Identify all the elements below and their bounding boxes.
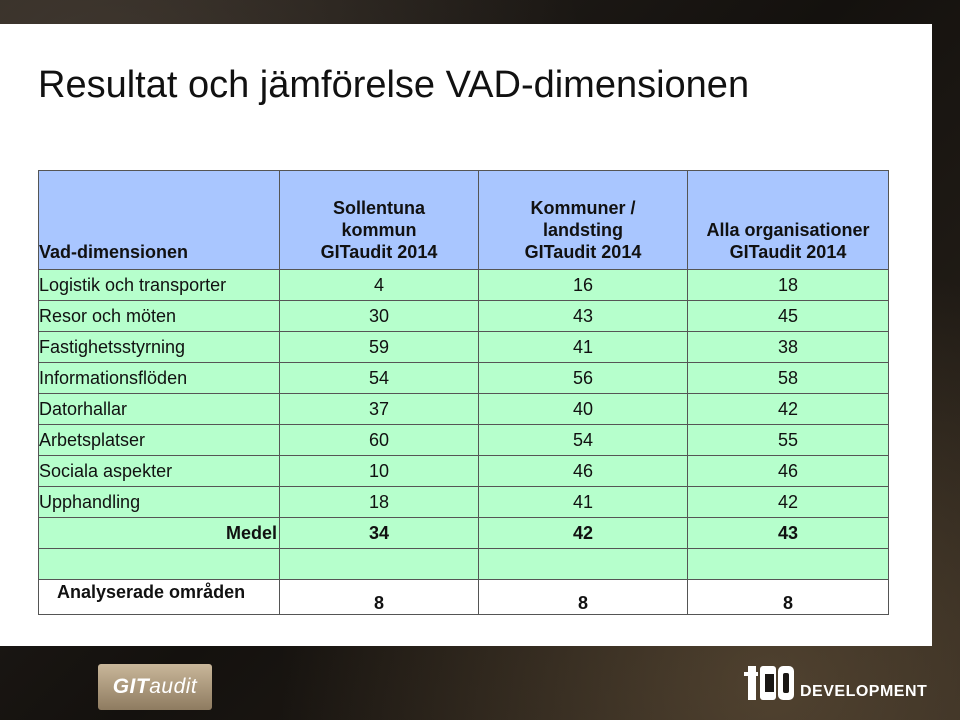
cell-kommuner: 41 — [478, 331, 688, 363]
cell-sollentuna: 4 — [279, 269, 479, 301]
cell-alla: 38 — [687, 331, 889, 363]
table-row: Informationsflöden 54 56 58 — [38, 362, 889, 394]
cell-sollentuna: 10 — [279, 455, 479, 487]
cell-sollentuna: 18 — [279, 486, 479, 518]
cell-kommuner: 46 — [478, 455, 688, 487]
slide-title: Resultat och jämförelse VAD-dimensionen — [38, 64, 750, 106]
tco-logo-icon — [744, 666, 794, 700]
cell-kommuner: 43 — [478, 300, 688, 332]
cell-alla: 55 — [687, 424, 889, 456]
cell-sollentuna: 60 — [279, 424, 479, 456]
cell-alla: 18 — [687, 269, 889, 301]
analyserade-alla: 8 — [687, 579, 889, 615]
cell-kommuner: 54 — [478, 424, 688, 456]
row-label: Upphandling — [38, 486, 280, 518]
row-label: Fastighetsstyrning — [38, 331, 280, 363]
empty-cell — [687, 548, 889, 580]
cell-sollentuna: 59 — [279, 331, 479, 363]
table-row: Sociala aspekter 10 46 46 — [38, 455, 889, 487]
empty-cell — [279, 548, 479, 580]
cell-kommuner: 40 — [478, 393, 688, 425]
cell-kommuner: 16 — [478, 269, 688, 301]
analyserade-row: Analyserade områden 8 8 8 — [38, 579, 889, 615]
cell-kommuner: 56 — [478, 362, 688, 394]
medel-row: Medel 34 42 43 — [38, 517, 889, 549]
empty-row — [38, 548, 889, 580]
header-sollentuna: Sollentuna kommun GITaudit 2014 — [279, 170, 479, 270]
cell-alla: 42 — [687, 486, 889, 518]
table-row: Upphandling 18 41 42 — [38, 486, 889, 518]
table-header-row: Vad-dimensionen Sollentuna kommun GITaud… — [38, 170, 889, 270]
row-label: Sociala aspekter — [38, 455, 280, 487]
empty-cell — [38, 548, 280, 580]
row-label: Logistik och transporter — [38, 269, 280, 301]
cell-alla: 45 — [687, 300, 889, 332]
table-row: Logistik och transporter 4 16 18 — [38, 269, 889, 301]
cell-sollentuna: 37 — [279, 393, 479, 425]
row-label: Datorhallar — [38, 393, 280, 425]
cell-alla: 42 — [687, 393, 889, 425]
medel-sollentuna: 34 — [279, 517, 479, 549]
table-row: Arbetsplatser 60 54 55 — [38, 424, 889, 456]
analyserade-label: Analyserade områden — [38, 579, 280, 615]
medel-kommuner: 42 — [478, 517, 688, 549]
cell-sollentuna: 30 — [279, 300, 479, 332]
header-kommuner-landsting: Kommuner / landsting GITaudit 2014 — [478, 170, 688, 270]
row-label: Resor och möten — [38, 300, 280, 332]
medel-alla: 43 — [687, 517, 889, 549]
header-vad-dimensionen: Vad-dimensionen — [38, 170, 280, 270]
empty-cell — [478, 548, 688, 580]
analyserade-sollentuna: 8 — [279, 579, 479, 615]
row-label: Informationsflöden — [38, 362, 280, 394]
cell-alla: 58 — [687, 362, 889, 394]
analyserade-kommuner: 8 — [478, 579, 688, 615]
row-label: Arbetsplatser — [38, 424, 280, 456]
cell-sollentuna: 54 — [279, 362, 479, 394]
cell-kommuner: 41 — [478, 486, 688, 518]
tco-development-wordmark: DEVELOPMENT — [800, 683, 928, 700]
gitaudit-logo: GIT audit — [98, 664, 212, 710]
table-row: Resor och möten 30 43 45 — [38, 300, 889, 332]
table-row: Datorhallar 37 40 42 — [38, 393, 889, 425]
table-row: Fastighetsstyrning 59 41 38 — [38, 331, 889, 363]
header-alla-organisationer: Alla organisationer GITaudit 2014 — [687, 170, 889, 270]
results-table: Vad-dimensionen Sollentuna kommun GITaud… — [38, 170, 889, 615]
medel-label: Medel — [38, 517, 280, 549]
cell-alla: 46 — [687, 455, 889, 487]
